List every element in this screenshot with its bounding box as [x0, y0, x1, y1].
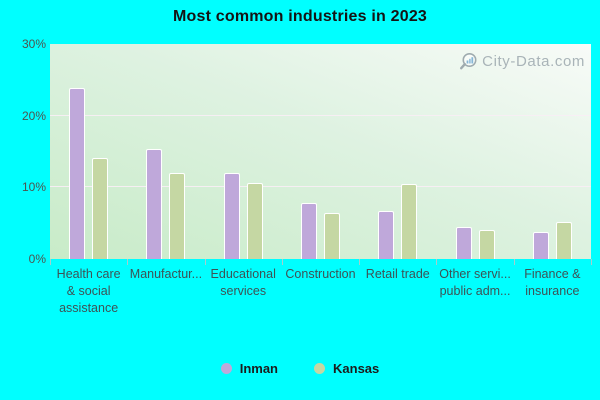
bar-inman-1: [146, 149, 163, 259]
bar-kansas-6: [555, 221, 572, 259]
axis-tick-3: [281, 259, 283, 265]
ytick-label-10%: 10%: [21, 180, 46, 195]
legend: Inman Kansas: [0, 361, 600, 376]
watermark-text: City-Data.com: [482, 53, 585, 70]
legend-item-kansas: Kansas: [314, 361, 379, 376]
bar-kansas-5: [478, 230, 495, 259]
bar-group-0: [50, 44, 127, 259]
bar-kansas-1: [169, 173, 186, 259]
axis-tick-0: [50, 259, 51, 265]
gridline-20: [50, 114, 591, 116]
citydata-logo-icon: [458, 51, 479, 72]
chart-title: Most common industries in 2023: [172, 8, 428, 25]
xlabel-2: Educational services: [210, 267, 276, 298]
legend-dot-kansas: [314, 363, 326, 374]
bar-group-1: [127, 44, 204, 259]
bar-group-3: [282, 44, 359, 259]
xlabel-6: Finance & insurance: [524, 267, 581, 298]
x-axis-labels: Health care & social assistance Manufactur.…: [50, 266, 591, 317]
bar-group-5: [436, 44, 513, 259]
axis-tick-4: [359, 259, 361, 265]
axis-tick-5: [436, 259, 438, 265]
bar-group-6: [514, 44, 591, 259]
bar-inman-5: [455, 226, 472, 259]
bar-inman-2: [223, 173, 240, 259]
legend-item-inman: Inman: [220, 361, 279, 376]
gridline-10: [50, 186, 591, 188]
ytick-label-20%: 20%: [21, 108, 46, 123]
watermark: City-Data.com: [458, 51, 585, 72]
bar-kansas-0: [92, 157, 109, 259]
axis-tick-6: [513, 259, 515, 265]
ytick-label-0%: 0%: [28, 252, 46, 266]
axis-tick-1: [127, 259, 129, 265]
xlabel-3: Construction: [285, 267, 356, 281]
axis-tick-7: [591, 259, 592, 265]
legend-dot-inman: [220, 363, 232, 374]
xlabel-0: Health care & social assistance: [56, 267, 121, 315]
bar-inman-3: [300, 203, 317, 259]
bar-inman-4: [378, 210, 395, 259]
axis-tick-2: [204, 259, 206, 265]
bar-kansas-4: [401, 183, 418, 259]
bar-inman-6: [532, 231, 549, 259]
xlabel-5: Other servi... public adm...: [439, 267, 511, 298]
xlabel-4: Retail trade: [365, 267, 430, 281]
bar-groups: [50, 44, 591, 259]
bar-group-4: [359, 44, 436, 259]
ytick-label-30%: 30%: [21, 37, 46, 51]
bar-kansas-3: [323, 213, 340, 259]
legend-label-kansas: Kansas: [333, 361, 380, 376]
legend-label-inman: Inman: [239, 361, 279, 376]
plot-area: City-Data.com: [50, 44, 591, 259]
bar-inman-0: [69, 88, 86, 259]
bar-kansas-2: [246, 183, 263, 259]
xlabel-1: Manufactur...: [129, 267, 203, 281]
bar-group-2: [205, 44, 282, 259]
